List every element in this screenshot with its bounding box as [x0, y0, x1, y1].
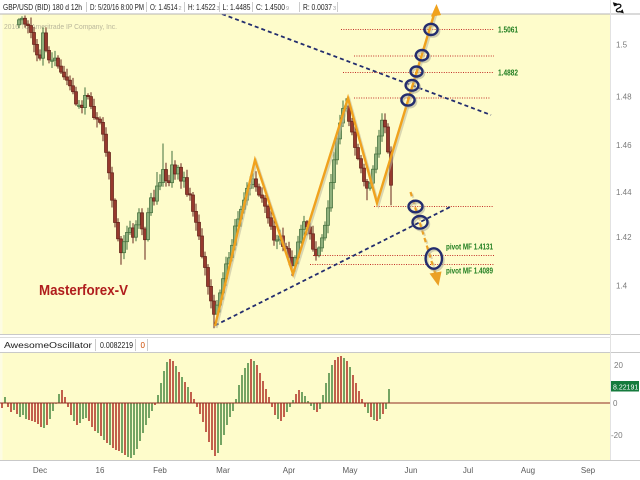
svg-text:C: 1.4500: C: 1.4500 [256, 3, 285, 12]
svg-text:Jun: Jun [405, 466, 418, 475]
svg-text:2016 TD Ameritrade IP Company,: 2016 TD Ameritrade IP Company, Inc. [4, 22, 117, 31]
svg-text:Sep: Sep [581, 466, 596, 475]
svg-text:1.42: 1.42 [616, 233, 632, 242]
svg-text:May: May [342, 466, 357, 475]
svg-text:Jul: Jul [463, 466, 473, 475]
svg-text:Apr: Apr [283, 466, 296, 475]
svg-text:GBP/USD (BID) 180 d 12h: GBP/USD (BID) 180 d 12h [3, 3, 82, 12]
svg-text:Feb: Feb [153, 466, 167, 475]
svg-text:D: 5/20/16 8:00 PM: D: 5/20/16 8:00 PM [90, 3, 144, 12]
svg-text:AwesomeOscillator: AwesomeOscillator [4, 341, 92, 350]
svg-text:R: 0.0037: R: 0.0037 [303, 3, 332, 12]
svg-text:0.0082219: 0.0082219 [100, 341, 133, 350]
svg-text:3: 3 [217, 6, 220, 12]
svg-text:1.44: 1.44 [616, 188, 632, 197]
svg-text:H: 1.4522: H: 1.4522 [188, 3, 216, 12]
svg-text:-20: -20 [611, 431, 623, 440]
svg-text:Mar: Mar [216, 466, 230, 475]
svg-text:1.5: 1.5 [616, 41, 628, 50]
svg-text:Aug: Aug [521, 466, 535, 475]
svg-text:Dec: Dec [33, 466, 47, 475]
svg-text:1.4: 1.4 [616, 282, 628, 291]
svg-text:L: 1.4485: L: 1.4485 [223, 3, 251, 12]
svg-text:O: 1.4514: O: 1.4514 [150, 3, 178, 12]
svg-text:1.4882: 1.4882 [498, 69, 518, 78]
svg-text:Masterforex-V: Masterforex-V [39, 283, 128, 299]
svg-text:8.22191: 8.22191 [613, 385, 638, 392]
svg-text:1.46: 1.46 [616, 141, 632, 150]
svg-text:0: 0 [141, 341, 146, 350]
svg-text:1.5061: 1.5061 [498, 26, 518, 35]
svg-text:3: 3 [333, 6, 336, 12]
svg-text:1.48: 1.48 [616, 93, 632, 102]
svg-text:0: 0 [613, 399, 618, 408]
svg-text:pivot MF 1.4131: pivot MF 1.4131 [446, 243, 493, 252]
svg-text:pivot MF 1.4089: pivot MF 1.4089 [446, 267, 493, 276]
svg-text:9: 9 [286, 6, 289, 12]
svg-text:16: 16 [96, 466, 105, 475]
svg-text:20: 20 [614, 361, 623, 370]
svg-text:2: 2 [179, 6, 182, 12]
